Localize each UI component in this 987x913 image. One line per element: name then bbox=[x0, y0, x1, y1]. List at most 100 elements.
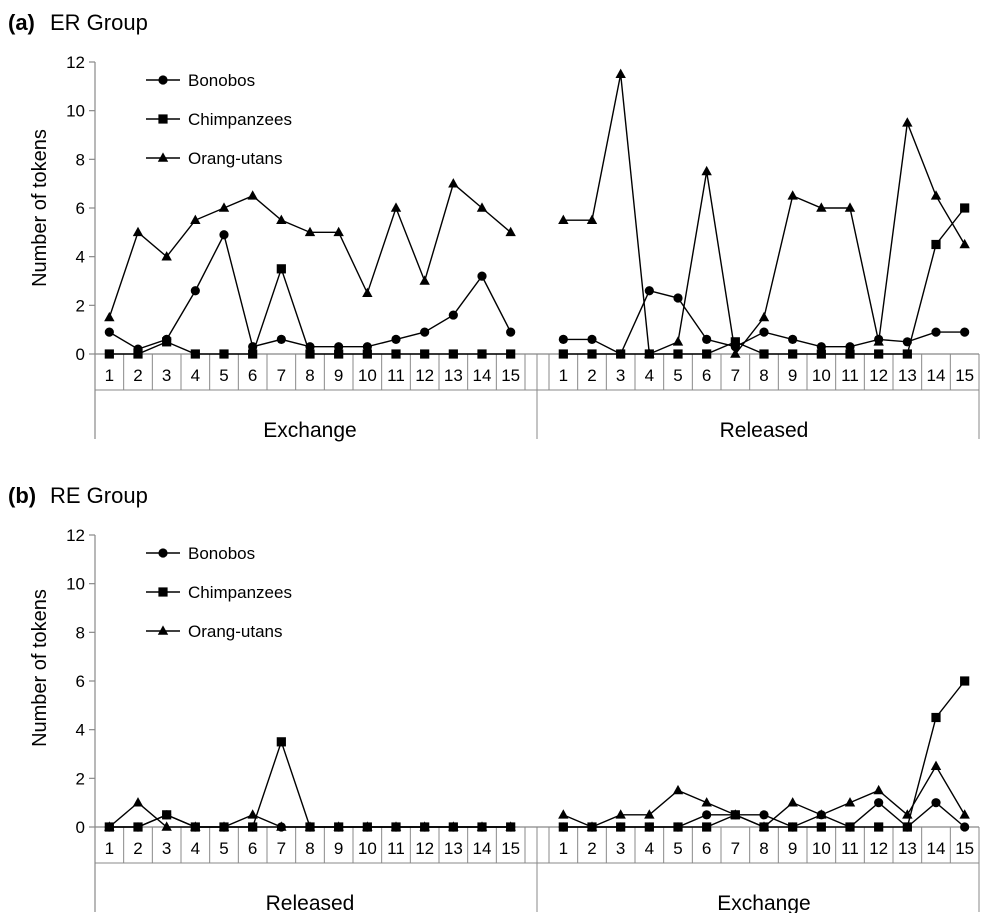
point-orang-utans bbox=[586, 821, 598, 831]
point-orang-utans bbox=[333, 821, 344, 831]
point-chimpanzees bbox=[960, 203, 970, 213]
panel-a-x-tick-label: 9 bbox=[334, 366, 343, 385]
point-chimpanzees bbox=[816, 349, 826, 359]
panel-b-x-tick-label: 2 bbox=[587, 839, 596, 858]
panel-b-y-tick-label: 2 bbox=[76, 769, 85, 788]
panel-a-y-tick-label: 6 bbox=[76, 199, 85, 218]
point-orang-utans bbox=[132, 797, 144, 807]
point-chimpanzees bbox=[305, 349, 315, 359]
point-orang-utans bbox=[672, 784, 684, 795]
point-orang-utans bbox=[104, 821, 115, 831]
panel-a-y-tick-label: 8 bbox=[76, 150, 85, 169]
point-orang-utans bbox=[558, 214, 569, 224]
point-orang-utans bbox=[701, 165, 712, 176]
panel-a-x-tick-label: 14 bbox=[473, 366, 492, 385]
panel-b-y-tick-label: 6 bbox=[76, 672, 85, 691]
point-chimpanzees bbox=[362, 349, 372, 359]
point-orang-utans bbox=[362, 287, 373, 297]
point-orang-utans bbox=[218, 202, 230, 212]
point-chimpanzees bbox=[190, 349, 200, 359]
point-chimpanzees bbox=[931, 239, 941, 250]
point-bonobos bbox=[587, 334, 597, 344]
panel-b-y-tick-label: 10 bbox=[66, 575, 85, 594]
point-bonobos bbox=[845, 342, 855, 352]
panel-a-letter: (a) bbox=[8, 10, 35, 35]
panel-b-x-tick-label: 5 bbox=[219, 839, 228, 858]
panel-a-x-tick-label: 10 bbox=[358, 366, 377, 385]
panel-a-x-tick-label: 2 bbox=[133, 366, 142, 385]
point-orang-utans bbox=[304, 226, 316, 237]
panel-b-x-tick-label: 14 bbox=[473, 839, 492, 858]
point-chimpanzees bbox=[931, 712, 941, 723]
legend-label-bonobos: Bonobos bbox=[188, 71, 255, 90]
point-bonobos bbox=[874, 798, 884, 808]
point-orang-utans bbox=[419, 821, 430, 831]
point-chimpanzees bbox=[334, 349, 344, 359]
point-orang-utans bbox=[672, 336, 684, 346]
legend-label-orang-utans: Orang-utans bbox=[188, 622, 283, 641]
point-chimpanzees bbox=[276, 264, 286, 274]
point-orang-utans bbox=[558, 809, 569, 819]
point-bonobos bbox=[558, 334, 568, 344]
point-orang-utans bbox=[730, 348, 741, 358]
point-bonobos bbox=[759, 810, 769, 820]
point-chimpanzees bbox=[702, 822, 712, 832]
legend-label-chimpanzees: Chimpanzees bbox=[188, 583, 292, 602]
point-orang-utans bbox=[959, 238, 970, 249]
point-chimpanzees bbox=[960, 676, 970, 686]
panel-a-x-tick-label: 3 bbox=[616, 366, 625, 385]
panel-a-x-tick-label: 10 bbox=[812, 366, 831, 385]
point-orang-utans bbox=[362, 821, 373, 831]
panel-b-x-tick-label: 12 bbox=[415, 839, 434, 858]
panel-b-x-tick-label: 10 bbox=[812, 839, 831, 858]
series-line-orang-utans bbox=[108, 182, 512, 318]
point-chimpanzees bbox=[845, 349, 855, 359]
point-bonobos bbox=[420, 327, 430, 337]
point-orang-utans bbox=[161, 251, 172, 261]
panel-a-x-tick-label: 5 bbox=[673, 366, 682, 385]
legend-label-bonobos: Bonobos bbox=[188, 544, 255, 563]
point-orang-utans bbox=[816, 809, 827, 819]
panel-a-y-axis-label: Number of tokens bbox=[29, 129, 51, 287]
legend-marker-orang-utans bbox=[157, 625, 169, 635]
panel-b-x-tick-label: 13 bbox=[898, 839, 917, 858]
point-bonobos bbox=[448, 310, 458, 320]
panel-b-x-tick-label: 4 bbox=[191, 839, 200, 858]
point-chimpanzees bbox=[788, 349, 798, 359]
panel-b-y-tick-label: 4 bbox=[76, 721, 85, 740]
panel-b-x-tick-label: 3 bbox=[616, 839, 625, 858]
point-chimpanzees bbox=[845, 822, 855, 832]
panel-a-x-tick-label: 13 bbox=[898, 366, 917, 385]
point-orang-utans bbox=[190, 821, 201, 831]
point-orang-utans bbox=[930, 760, 942, 770]
point-orang-utans bbox=[304, 821, 316, 831]
panel-a-x-tick-label: 4 bbox=[645, 366, 654, 385]
point-orang-utans bbox=[644, 809, 655, 819]
point-orang-utans bbox=[701, 797, 712, 807]
point-chimpanzees bbox=[673, 822, 683, 832]
panel-a-y-tick-label: 2 bbox=[76, 296, 85, 315]
point-chimpanzees bbox=[587, 349, 597, 359]
point-bonobos bbox=[931, 798, 941, 808]
panel-b-x-tick-label: 3 bbox=[162, 839, 171, 858]
panel-a-x-tick-label: 11 bbox=[387, 366, 405, 385]
panel-b: (b) RE Group Number of tokens 0246810121… bbox=[8, 483, 980, 913]
point-bonobos bbox=[960, 822, 970, 832]
point-orang-utans bbox=[276, 214, 287, 224]
point-bonobos bbox=[673, 293, 683, 303]
panel-a-x-tick-label: 5 bbox=[219, 366, 228, 385]
panel-a-x-tick-label: 4 bbox=[191, 366, 200, 385]
point-chimpanzees bbox=[219, 349, 229, 359]
panel-b-y-tick-label: 8 bbox=[76, 623, 85, 642]
panel-a-y-tick-label: 12 bbox=[66, 53, 85, 72]
point-orang-utans bbox=[844, 797, 856, 807]
point-orang-utans bbox=[104, 311, 115, 322]
point-orang-utans bbox=[615, 809, 626, 819]
point-orang-utans bbox=[448, 178, 459, 188]
panel-a: (a) ER Group Number of tokens 0246810121… bbox=[8, 10, 980, 442]
point-chimpanzees bbox=[391, 349, 401, 359]
point-bonobos bbox=[816, 342, 826, 352]
point-orang-utans bbox=[758, 821, 770, 831]
point-chimpanzees bbox=[644, 822, 654, 832]
